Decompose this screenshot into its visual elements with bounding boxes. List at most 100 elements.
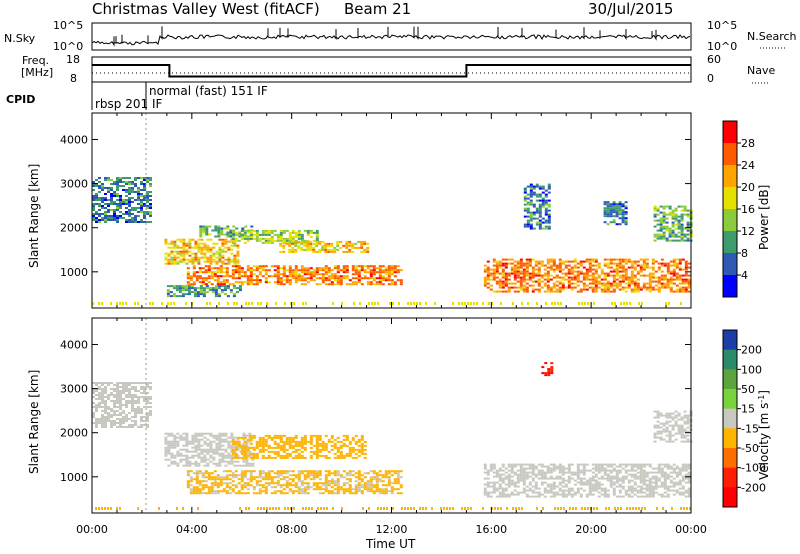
velocity-echo-cell-4 bbox=[675, 483, 679, 486]
velocity-echo-cell-4 bbox=[663, 481, 667, 484]
velocity-echo-cell-2 bbox=[231, 440, 235, 443]
power-echo-cell-7 bbox=[531, 266, 535, 269]
velocity-echo-cell-1 bbox=[239, 464, 243, 467]
power-echo-cell-7 bbox=[537, 268, 541, 271]
power-echo-cell-7 bbox=[552, 264, 556, 267]
power-echo-cell-7 bbox=[579, 280, 583, 283]
velocity-ground-scatter-cell bbox=[425, 507, 427, 510]
power-echo-cell-5 bbox=[282, 275, 286, 278]
velocity-echo-cell-2 bbox=[324, 456, 328, 459]
velocity-echo-cell-4 bbox=[669, 479, 673, 482]
velocity-echo-cell-4 bbox=[594, 479, 598, 482]
power-echo-cell-8 bbox=[538, 219, 542, 222]
power-echo-cell-7 bbox=[552, 290, 556, 293]
power-echo-cell-0 bbox=[95, 219, 98, 221]
power-echo-cell-5 bbox=[309, 271, 313, 274]
velocity-ground-scatter-cell bbox=[341, 507, 343, 510]
velocity-echo-cell-1 bbox=[227, 452, 231, 455]
velocity-echo-cell-3 bbox=[276, 480, 280, 483]
power-echo-cell-7 bbox=[588, 266, 592, 269]
power-echo-cell-1 bbox=[200, 256, 204, 259]
velocity-echo-cell-4 bbox=[528, 471, 532, 474]
power-echo-cell-6 bbox=[202, 291, 206, 294]
power-echo-cell-7 bbox=[531, 274, 535, 277]
power-echo-cell-10 bbox=[677, 221, 681, 224]
power-echo-cell-7 bbox=[483, 280, 487, 283]
power-echo-cell-0 bbox=[140, 183, 143, 185]
velocity-echo-cell-4 bbox=[675, 465, 679, 468]
velocity-echo-cell-4 bbox=[531, 479, 535, 482]
power-echo-cell-1 bbox=[221, 262, 225, 265]
velocity-echo-cell-0 bbox=[149, 406, 152, 408]
velocity-echo-cell-4 bbox=[579, 469, 583, 472]
power-echo-cell-7 bbox=[666, 262, 670, 265]
power-echo-cell-5 bbox=[336, 279, 340, 282]
velocity-ground-scatter-cell bbox=[278, 507, 280, 510]
power-echo-cell-5 bbox=[390, 269, 394, 272]
power-echo-cell-7 bbox=[609, 260, 613, 263]
power-echo-cell-6 bbox=[211, 289, 215, 292]
velocity-echo-cell-3 bbox=[201, 476, 205, 479]
power-echo-cell-7 bbox=[558, 282, 562, 285]
power-ground-scatter-cell bbox=[110, 302, 112, 305]
velocity-echo-cell-3 bbox=[210, 486, 214, 489]
power-echo-cell-7 bbox=[525, 290, 529, 293]
velocity-echo-cell-4 bbox=[549, 487, 553, 490]
velocity-echo-cell-4 bbox=[651, 477, 655, 480]
power-echo-cell-8 bbox=[538, 221, 542, 224]
power-echo-cell-1 bbox=[182, 256, 186, 259]
velocity-echo-cell-4 bbox=[642, 465, 646, 468]
power-echo-cell-0 bbox=[146, 213, 149, 215]
power-echo-cell-5 bbox=[396, 269, 400, 272]
velocity-echo-cell-3 bbox=[393, 488, 397, 491]
power-echo-cell-9 bbox=[618, 203, 622, 206]
velocity-echo-cell-2 bbox=[264, 444, 268, 447]
power-echo-cell-0 bbox=[143, 179, 146, 181]
velocity-echo-cell-4 bbox=[624, 493, 628, 496]
velocity-echo-cell-1 bbox=[200, 434, 204, 437]
power-echo-cell-8 bbox=[532, 205, 536, 208]
power-echo-cell-1 bbox=[182, 254, 186, 257]
power-echo-cell-1 bbox=[173, 242, 177, 245]
velocity-echo-cell-2 bbox=[333, 446, 337, 449]
power-echo-cell-1 bbox=[200, 246, 204, 249]
velocity-echo-cell-0 bbox=[116, 402, 119, 404]
power-echo-cell-8 bbox=[523, 187, 527, 190]
velocity-echo-cell-4 bbox=[591, 493, 595, 496]
power-echo-cell-10 bbox=[683, 205, 687, 208]
power-echo-cell-1 bbox=[194, 252, 198, 255]
power-echo-cell-6 bbox=[193, 287, 197, 290]
power-echo-cell-4 bbox=[306, 244, 310, 247]
power-echo-cell-4 bbox=[366, 248, 370, 251]
velocity-echo-cell-4 bbox=[579, 495, 583, 498]
velocity-echo-cell-0 bbox=[116, 426, 119, 428]
velocity-echo-cell-4 bbox=[687, 465, 691, 468]
velocity-echo-cell-0 bbox=[110, 414, 113, 416]
velocity-echo-cell-4 bbox=[567, 481, 571, 484]
velocity-echo-cell-2 bbox=[300, 444, 304, 447]
velocity-echo-cell-4 bbox=[639, 481, 643, 484]
velocity-echo-cell-1 bbox=[203, 432, 207, 435]
velocity-echo-cell-1 bbox=[212, 452, 216, 455]
power-echo-cell-7 bbox=[495, 268, 499, 271]
power-echo-cell-1 bbox=[221, 240, 225, 243]
power-ground-scatter-cell bbox=[638, 302, 640, 305]
velocity-echo-cell-4 bbox=[666, 493, 670, 496]
power-echo-cell-5 bbox=[195, 275, 199, 278]
velocity-echo-cell-3 bbox=[270, 480, 274, 483]
power-echo-cell-1 bbox=[203, 254, 207, 257]
power-echo-cell-7 bbox=[513, 266, 517, 269]
power-echo-cell-1 bbox=[191, 258, 195, 261]
power-echo-cell-7 bbox=[666, 268, 670, 271]
velocity-ground-scatter-cell bbox=[137, 507, 139, 510]
power-echo-cell-7 bbox=[528, 276, 532, 279]
power-echo-cell-7 bbox=[621, 276, 625, 279]
power-echo-cell-7 bbox=[666, 280, 670, 283]
power-echo-cell-0 bbox=[116, 181, 119, 183]
velocity-echo-cell-1 bbox=[194, 434, 198, 437]
cpid-segment-normal: normal (fast) 151 IF bbox=[149, 84, 268, 98]
velocity-ground-scatter-cell bbox=[554, 507, 556, 510]
power-echo-cell-9 bbox=[606, 213, 610, 216]
nsky-label: N.Sky bbox=[4, 32, 36, 45]
velocity-echo-cell-4 bbox=[525, 485, 529, 488]
